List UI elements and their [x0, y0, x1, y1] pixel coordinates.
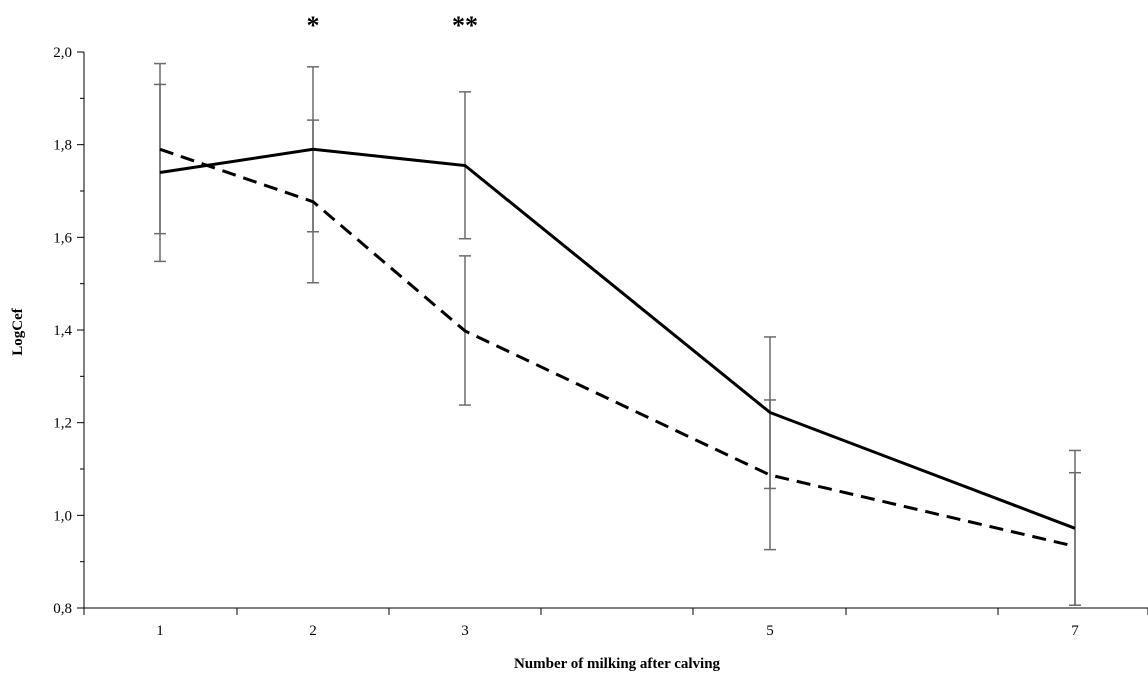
y-axis: 0,8 1,0 1,2 1,4 1,6 1,8 2,0 — [53, 45, 85, 617]
solid-series-line — [159, 147, 1076, 530]
y-tick-label: 0,8 — [53, 601, 72, 617]
y-tick-label: 2,0 — [53, 45, 72, 61]
dashed-series-line — [159, 147, 1076, 548]
y-tick-label: 1,0 — [53, 508, 72, 524]
y-tick-label: 1,2 — [53, 416, 72, 432]
significance-annotations: * ** — [307, 11, 479, 40]
x-tick-label: 2 — [309, 623, 317, 639]
x-axis: 1 2 3 5 7 — [83, 607, 1148, 639]
significance-mark: ** — [452, 11, 478, 40]
y-tick-label: 1,8 — [53, 138, 72, 154]
x-tick-label: 3 — [461, 623, 469, 639]
error-bars — [154, 62, 1081, 606]
y-axis-title: LogCef — [10, 307, 26, 355]
x-tick-label: 1 — [156, 623, 164, 639]
y-tick-label: 1,6 — [53, 230, 72, 246]
x-tick-label: 7 — [1071, 623, 1079, 639]
y-tick-label: 1,4 — [53, 323, 72, 339]
series-lines — [159, 147, 1076, 548]
significance-mark: * — [307, 11, 320, 40]
x-tick-label: 5 — [766, 623, 774, 639]
x-axis-title: Number of milking after calving — [514, 656, 721, 672]
